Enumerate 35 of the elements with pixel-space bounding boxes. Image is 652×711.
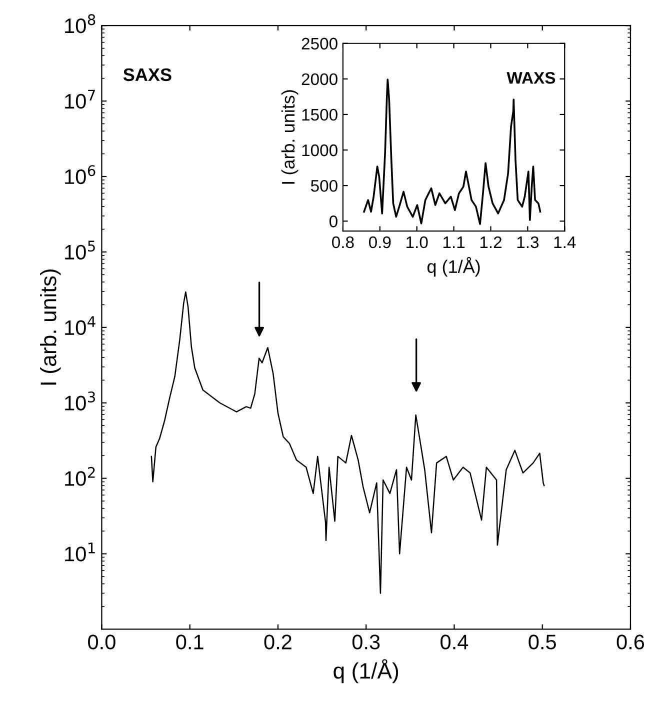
line-series xyxy=(150,291,545,594)
x-tick-label: 0.6 xyxy=(616,634,644,650)
x-tick-label: 1.2 xyxy=(480,236,502,248)
x-axis-title: q (1/Å) xyxy=(334,659,398,684)
y-tick-label: 2500 xyxy=(302,38,338,50)
y-tick-label: 0 xyxy=(329,216,338,228)
x-tick-label: 0.3 xyxy=(352,634,380,650)
y-tick-label: 2000 xyxy=(302,73,338,86)
annotation: SAXS xyxy=(123,68,172,82)
x-tick-label: 0.2 xyxy=(264,634,292,650)
y-tick-label: 10$^{6}$ xyxy=(65,165,96,184)
y-tick-label: 10$^{5}$ xyxy=(65,240,95,260)
x-tick-label: 0.8 xyxy=(332,236,354,248)
x-axis-title: q (1/Å) xyxy=(427,257,480,277)
x-tick-label: 1.3 xyxy=(517,236,539,248)
y-tick-label: 10$^{3}$ xyxy=(65,391,95,410)
y-tick-label: 1500 xyxy=(302,108,338,121)
x-tick-label: 0.4 xyxy=(440,634,468,650)
y-tick-label: 1000 xyxy=(302,144,338,156)
y-tick-label: 10$^{2}$ xyxy=(65,466,95,486)
y-tick-label: 10$^{8}$ xyxy=(65,14,96,34)
y-tick-label: 10$^{4}$ xyxy=(65,316,96,336)
x-tick-label: 0.0 xyxy=(88,634,116,650)
x-tick-label: 1.1 xyxy=(443,236,465,248)
y-tick-label: 10$^{1}$ xyxy=(65,542,95,562)
y-tick-label: 500 xyxy=(310,180,338,192)
x-tick-label: 0.9 xyxy=(368,236,391,248)
x-tick-label: 0.1 xyxy=(176,634,204,650)
y-axis-title: I (arb. units) xyxy=(40,270,61,385)
x-tick-label: 0.5 xyxy=(528,634,556,650)
y-axis-title: I (arb. units) xyxy=(281,90,298,184)
annotation: WAXS xyxy=(506,72,556,84)
x-tick-label: 1.0 xyxy=(406,236,428,248)
x-tick-label: 1.4 xyxy=(554,236,576,248)
y-tick-label: 10$^{7}$ xyxy=(65,90,95,109)
